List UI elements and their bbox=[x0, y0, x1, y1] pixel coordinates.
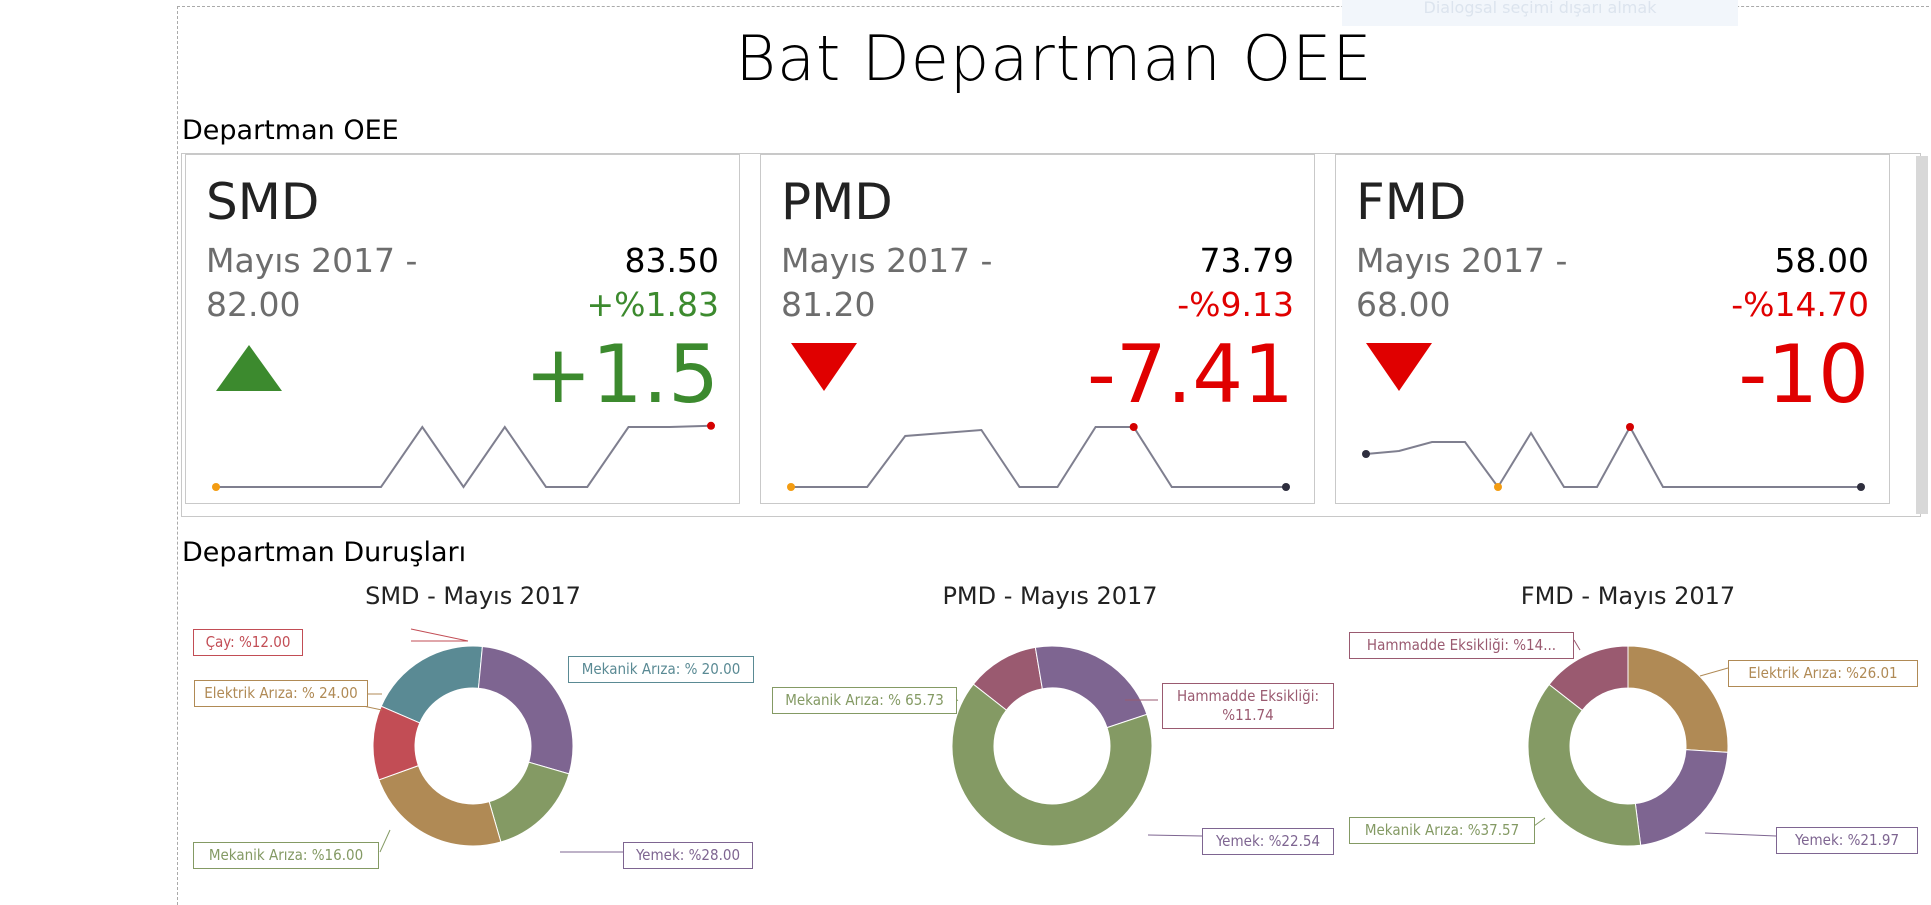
donut-slice-0 bbox=[1627, 645, 1729, 753]
kpi-card-fmd[interactable]: FMD Mayıs 2017 - 68.00 58.00 -%14.70 -10 bbox=[1335, 154, 1890, 504]
sparkline-path bbox=[1365, 424, 1861, 489]
triangle-down bbox=[791, 343, 857, 391]
slice-label-mekanik-2: Mekanik Arıza: %16.00 bbox=[193, 842, 379, 869]
donut-slice-2 bbox=[951, 683, 1153, 847]
triangle-up bbox=[216, 345, 282, 391]
slice-label-hammadde: Hammadde Eksikliği: %14... bbox=[1349, 632, 1574, 659]
trend-down-icon bbox=[791, 343, 857, 391]
donut-slice-2 bbox=[488, 761, 570, 843]
pie-title-smd: SMD - Mayıs 2017 bbox=[365, 582, 581, 610]
label-connector bbox=[379, 829, 391, 853]
label-connector bbox=[410, 628, 469, 642]
section-title-oee: Departman OEE bbox=[182, 115, 399, 146]
kpi-target: 81.20 bbox=[781, 285, 876, 324]
kpi-card-smd[interactable]: SMD Mayıs 2017 - 82.00 83.50 +%1.83 +1.5 bbox=[185, 154, 740, 504]
kpi-target: 82.00 bbox=[206, 285, 301, 324]
sparkline-high-point bbox=[1626, 423, 1634, 431]
sparkline-first-point bbox=[1362, 450, 1370, 458]
sparkline-first-point bbox=[787, 483, 795, 491]
kpi-delta: +1.5 bbox=[524, 328, 719, 421]
kpi-scrollbar[interactable] bbox=[1916, 156, 1928, 514]
kpi-delta: -10 bbox=[1738, 328, 1869, 421]
donut-slice-2 bbox=[1527, 683, 1642, 847]
sparkline-last-point bbox=[1282, 483, 1290, 491]
sparkline bbox=[212, 421, 715, 491]
label-connector bbox=[1704, 832, 1777, 837]
pie-title-fmd: FMD - Mayıs 2017 bbox=[1520, 582, 1736, 610]
label-connector bbox=[1573, 639, 1581, 651]
kpi-name: SMD bbox=[206, 173, 320, 231]
donut-slice-3 bbox=[1548, 645, 1629, 712]
kpi-period-line: Mayıs 2017 - bbox=[781, 241, 993, 280]
kpi-name: PMD bbox=[781, 173, 893, 231]
sparkline bbox=[1362, 423, 1865, 491]
page-title: Bat Departman OEE bbox=[735, 22, 1373, 95]
slice-label-yemek: Yemek: %22.54 bbox=[1202, 828, 1334, 855]
sparkline-low-point bbox=[1494, 483, 1502, 491]
slice-label-yemek: Yemek: %28.00 bbox=[623, 842, 753, 869]
sparkline-path bbox=[216, 424, 712, 489]
kpi-period-line: Mayıs 2017 - bbox=[206, 241, 418, 280]
kpi-change-pct: +%1.83 bbox=[586, 285, 719, 324]
sparkline bbox=[787, 423, 1290, 491]
kpi-delta: -7.41 bbox=[1087, 328, 1294, 421]
kpi-name: FMD bbox=[1356, 173, 1467, 231]
kpi-change-pct: -%9.13 bbox=[1177, 285, 1294, 324]
pie-title-pmd: PMD - Mayıs 2017 bbox=[942, 582, 1158, 610]
label-connector bbox=[1147, 834, 1203, 837]
triangle-down bbox=[1366, 343, 1432, 391]
ghost-tooltip: Dialogsal seçimi dışarı almak bbox=[1342, 0, 1738, 26]
donut-slice-1 bbox=[1634, 749, 1729, 846]
slice-label-mekanik: Mekanik Arıza: % 20.00 bbox=[568, 656, 754, 683]
slice-label-mekanik: Mekanik Arıza: % 65.73 bbox=[772, 687, 957, 714]
trend-down-icon bbox=[1366, 343, 1432, 391]
sparkline-first-point bbox=[212, 483, 220, 491]
donut-slice-1 bbox=[477, 645, 574, 775]
kpi-actual: 73.79 bbox=[1199, 241, 1294, 280]
kpi-period-line: Mayıs 2017 - bbox=[1356, 241, 1568, 280]
kpi-card-pmd[interactable]: PMD Mayıs 2017 - 81.20 73.79 -%9.13 -7.4… bbox=[760, 154, 1315, 504]
donut-slice-3 bbox=[378, 765, 502, 847]
sparkline-path bbox=[791, 426, 1286, 488]
slice-label-elektrik: Elektrik Arıza: %26.01 bbox=[1728, 660, 1918, 687]
kpi-target: 68.00 bbox=[1356, 285, 1451, 324]
donut-slice-0 bbox=[380, 645, 483, 724]
sparkline-high-point bbox=[1129, 423, 1138, 431]
slice-label-mekanik: Mekanik Arıza: %37.57 bbox=[1349, 817, 1535, 844]
slice-label-hammadde: Hammadde Eksikliği: %11.74 bbox=[1162, 683, 1334, 729]
slice-label-elektrik: Elektrik Arıza: % 24.00 bbox=[194, 680, 368, 707]
label-connector bbox=[1533, 817, 1546, 827]
donut-slice-1 bbox=[1034, 645, 1148, 729]
dashboard-frame bbox=[177, 6, 1929, 905]
kpi-change-pct: -%14.70 bbox=[1731, 285, 1869, 324]
kpi-actual: 58.00 bbox=[1774, 241, 1869, 280]
kpi-actual: 83.50 bbox=[624, 241, 719, 280]
slice-label-yemek: Yemek: %21.97 bbox=[1776, 827, 1918, 854]
sparkline-last-point bbox=[1857, 483, 1865, 491]
donut-slice-4 bbox=[372, 705, 421, 781]
trend-up-icon bbox=[216, 345, 282, 391]
label-connector bbox=[1699, 667, 1729, 677]
sparkline-last-point bbox=[707, 421, 715, 430]
section-title-stops: Departman Duruşları bbox=[182, 537, 467, 568]
slice-label-cay: Çay: %12.00 bbox=[193, 629, 303, 656]
